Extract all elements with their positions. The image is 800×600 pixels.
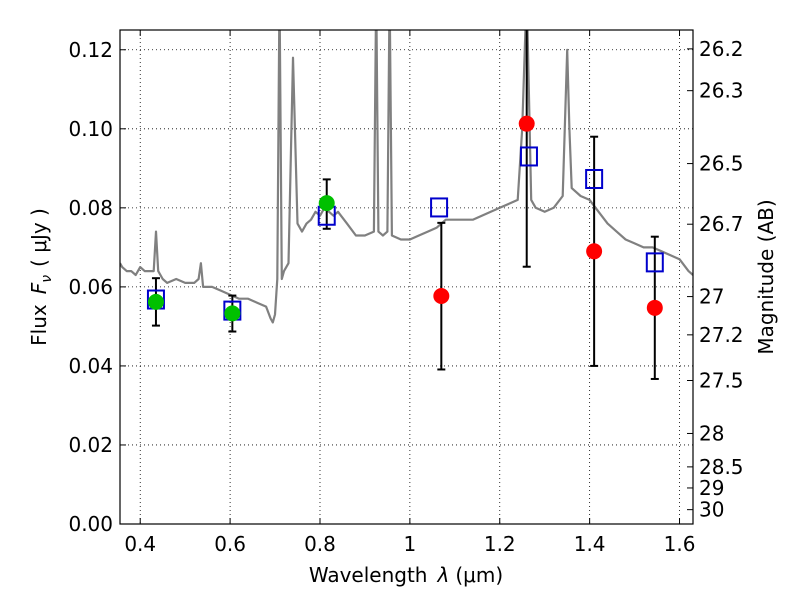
x-axis-label-prefix: Wavelength xyxy=(309,563,428,587)
y-axis-label: Flux Fν ( μJy ) xyxy=(27,208,55,346)
x-axis-label-symbol: λ xyxy=(437,563,450,587)
y-axis-label-unit: ( μJy ) xyxy=(27,208,51,267)
y-tick-label: 0.08 xyxy=(68,196,113,220)
green-data-point xyxy=(224,305,241,322)
red-data-point xyxy=(433,287,450,304)
model-square xyxy=(645,252,664,273)
error-bars xyxy=(151,30,659,380)
y2-tick-label: 27 xyxy=(699,285,724,309)
red-data-point xyxy=(586,243,603,260)
green-data-point xyxy=(318,195,335,212)
x-tick-label: 1 xyxy=(404,532,417,556)
spectrum-line xyxy=(120,30,693,324)
model-square xyxy=(430,197,449,218)
y-axis-label-prefix: Flux xyxy=(27,304,51,346)
y2-tick-label: 27.2 xyxy=(699,323,744,347)
red-data-point xyxy=(518,115,535,132)
grid-lines xyxy=(120,30,693,525)
x-axis-label: Wavelength λ (μm) xyxy=(309,563,503,587)
green-data-point xyxy=(147,293,164,310)
y2-tick-label: 29 xyxy=(699,476,724,500)
x-tick-label: 1.6 xyxy=(664,532,696,556)
y-tick-label: 0.12 xyxy=(68,38,113,62)
y2-tick-label: 26.7 xyxy=(699,212,744,236)
y2-tick-label: 26.5 xyxy=(699,152,744,176)
x-tick-label: 0.8 xyxy=(304,532,336,556)
y-tick-label: 0.10 xyxy=(68,117,113,141)
y2-tick-label: 26.3 xyxy=(699,79,744,103)
x-tick-label: 1.4 xyxy=(574,532,606,556)
y-axis-label-symbol: F xyxy=(27,282,51,294)
y2-tick-label: 26.2 xyxy=(699,37,744,61)
spectrum xyxy=(120,30,693,324)
y-tick-label: 0.06 xyxy=(68,275,113,299)
y-tick-label: 0.04 xyxy=(68,354,113,378)
y-tick-label: 0.00 xyxy=(68,512,113,536)
model-square xyxy=(519,146,538,167)
y2-tick-label: 30 xyxy=(699,498,724,522)
x-tick-label: 0.4 xyxy=(124,532,156,556)
y2-tick-label: 27.5 xyxy=(699,369,744,393)
plot-frame xyxy=(119,29,694,525)
red-data-point xyxy=(646,299,663,316)
y2-axis-label: Magnitude (AB) xyxy=(754,199,778,354)
y-tick-label: 0.02 xyxy=(68,433,113,457)
model-square xyxy=(585,168,604,189)
y-axis-label-subscript: ν xyxy=(39,275,55,283)
x-tick-label: 0.6 xyxy=(214,532,246,556)
axis-ticks: 0.4 0.6 0.8 1 1.2 1.4 1.6 0.00 0.02 0.04 0.06 0.08 0… xyxy=(68,30,744,556)
x-tick-label: 1.2 xyxy=(484,532,516,556)
y2-tick-label: 28.5 xyxy=(699,455,744,479)
y2-tick-label: 28 xyxy=(699,421,724,445)
data-points xyxy=(146,115,664,322)
x-axis-label-unit: (μm) xyxy=(455,563,503,587)
